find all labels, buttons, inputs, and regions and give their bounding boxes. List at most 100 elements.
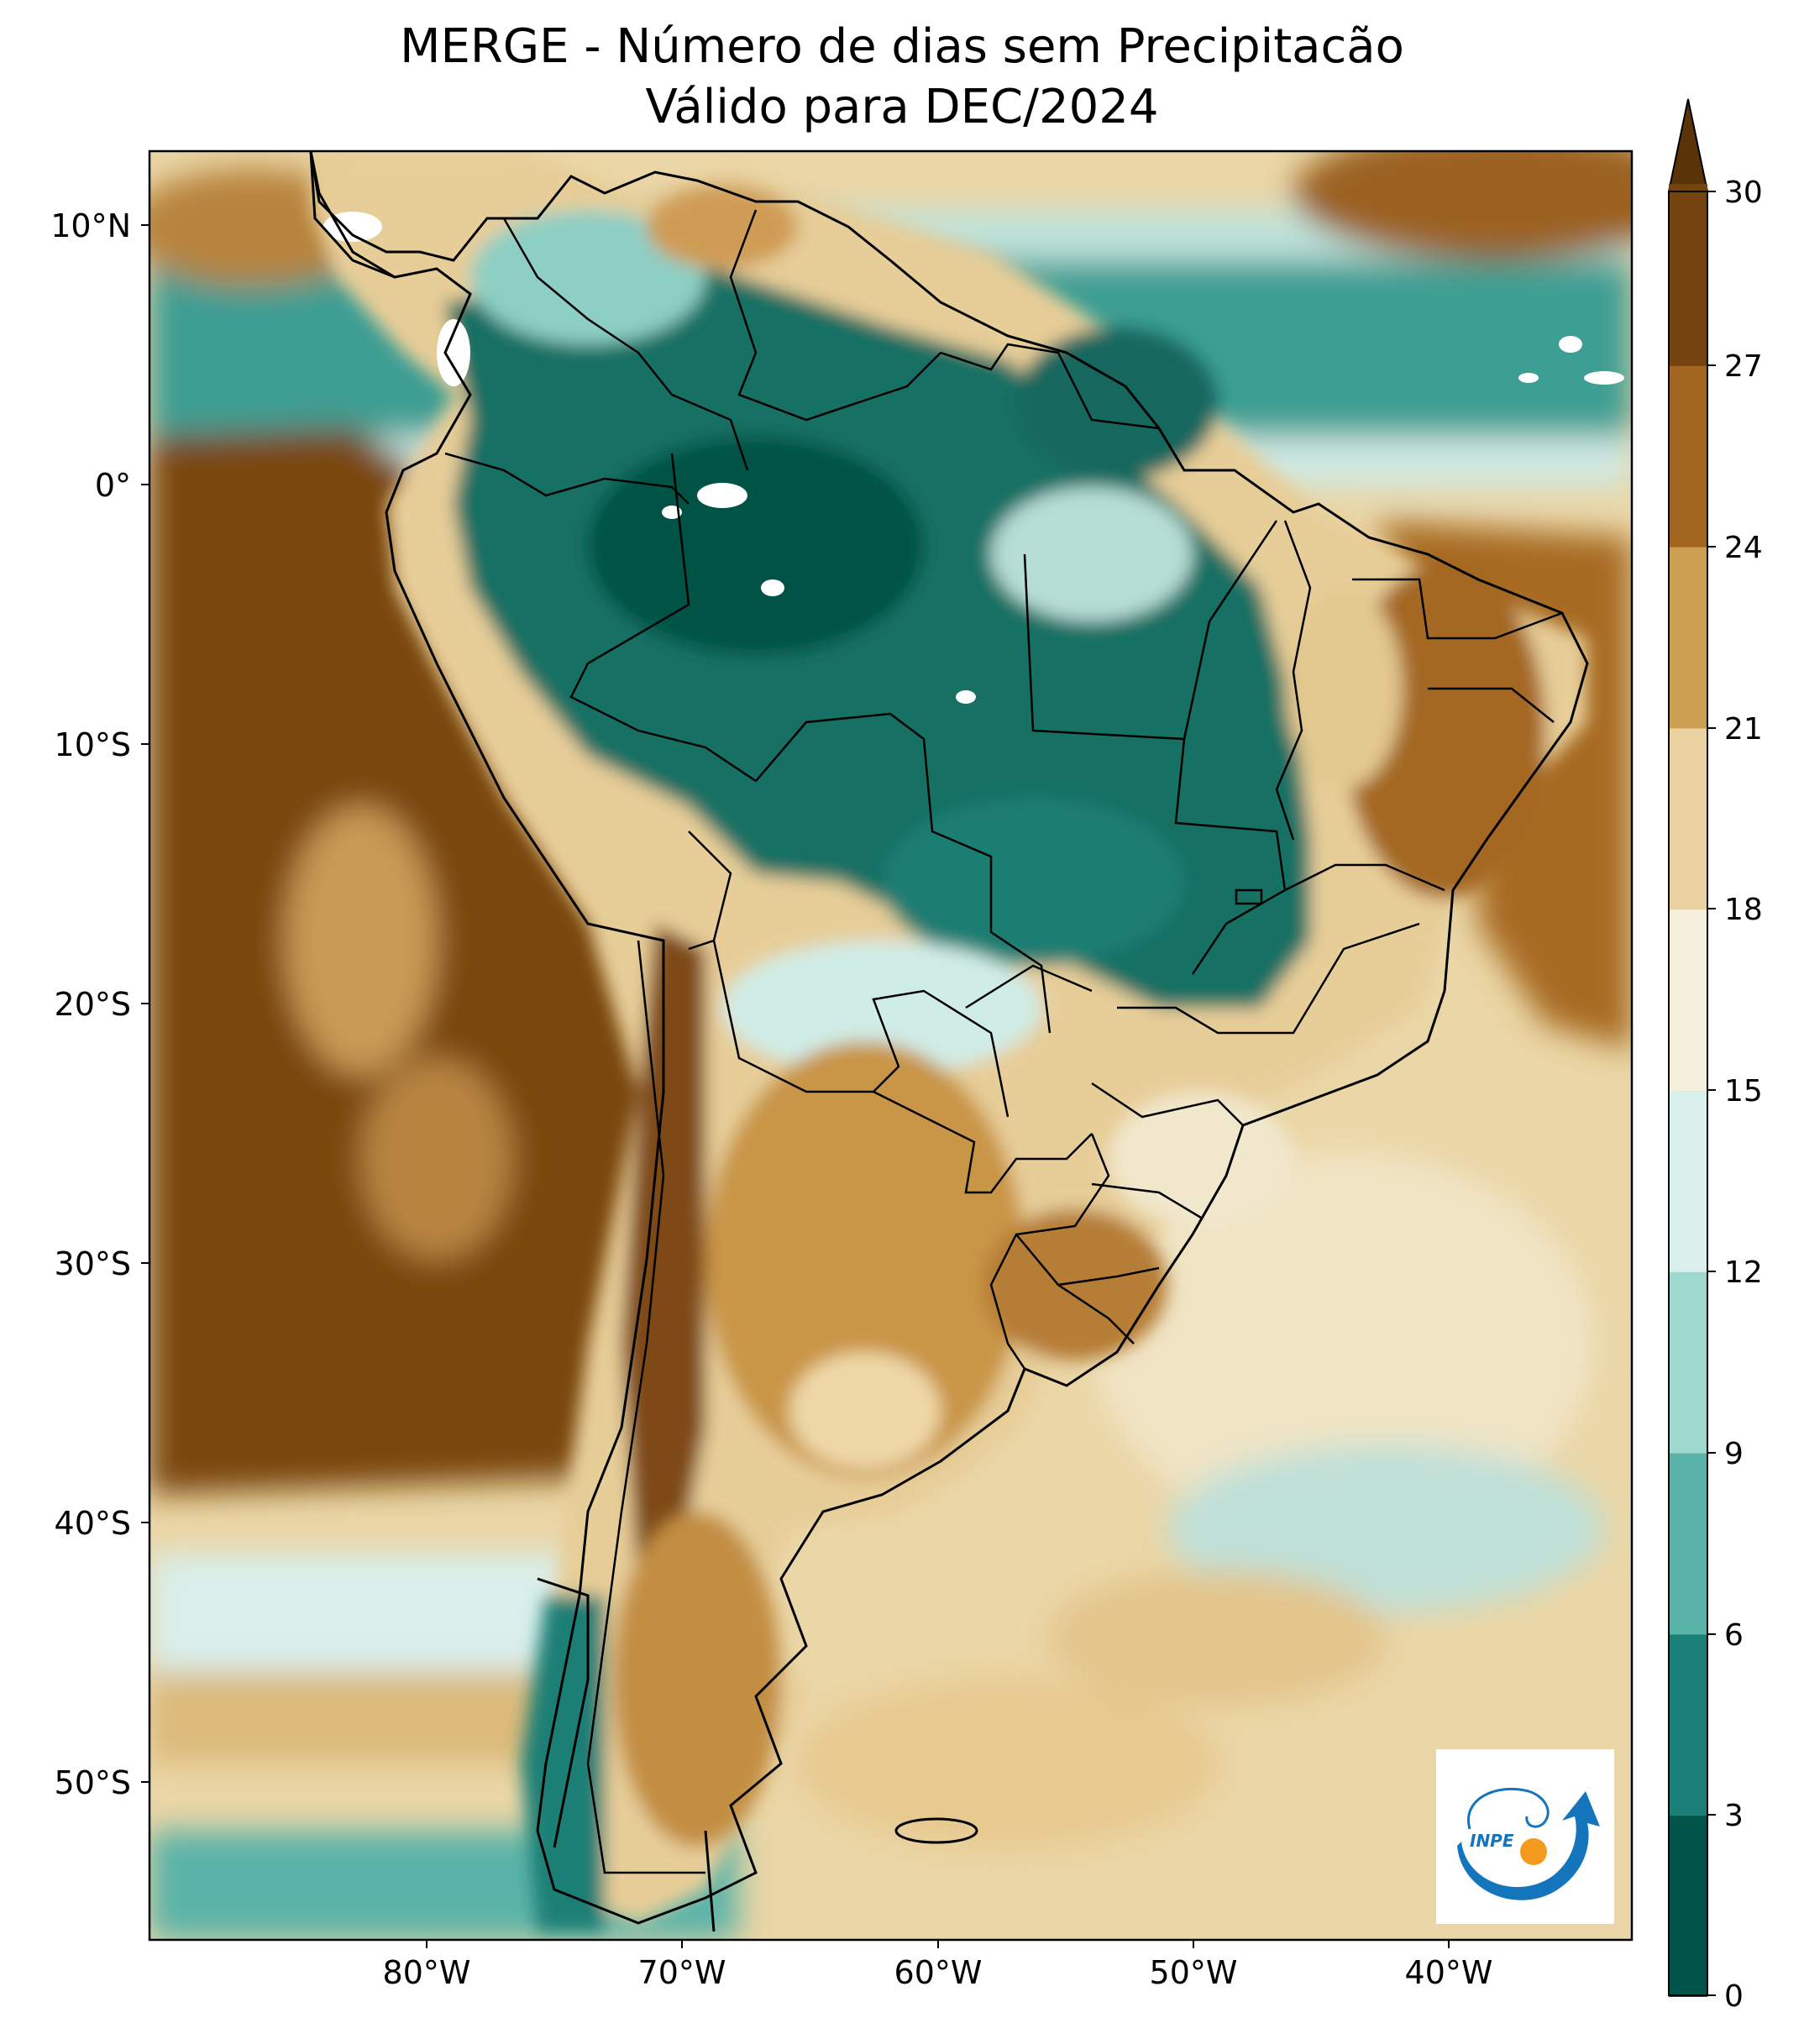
logo-orbit-line [1467, 1787, 1550, 1830]
lat-tick-label: 10°N [50, 207, 131, 244]
colorbar-swatch [1669, 1452, 1707, 1635]
state-border-sao-paulo [1091, 1082, 1244, 1126]
colorbar-swatch [1669, 1271, 1707, 1454]
state-border-santa-catarina [1057, 1266, 1160, 1287]
border-peru-bolivia [688, 831, 732, 951]
patagonia-dry [613, 1512, 781, 1847]
logo-arrow [1457, 1791, 1600, 1900]
colorbar-label: 15 [1724, 1074, 1763, 1108]
state-border-mato-grosso-sul [965, 964, 1093, 1009]
colorbar-swatch [1669, 184, 1707, 366]
colorbar-label: 6 [1724, 1618, 1744, 1653]
ne-dry-corner [1293, 151, 1632, 260]
colorbar-swatch [1669, 1090, 1707, 1272]
border-guianas [940, 343, 1160, 430]
tierra-del-fuego-border [704, 1830, 716, 1932]
colorbar-swatch [1669, 546, 1707, 729]
colorbar-swatch [1669, 727, 1707, 910]
lon-tick-label: 70°W [638, 1954, 726, 1991]
colorbar-label: 12 [1724, 1255, 1763, 1290]
state-border-piaui-maranhao [1275, 520, 1312, 841]
uruguay-dry [983, 1209, 1167, 1360]
lat-tick-label: 0° [95, 467, 131, 504]
colorbar-label: 30 [1724, 176, 1763, 210]
colorbar-swatch [1669, 364, 1707, 548]
amazon-very-wet [588, 437, 924, 655]
state-border-tocantins [1174, 738, 1287, 975]
lat-tick-label: 30°S [55, 1245, 131, 1282]
venezuela-dry [647, 185, 798, 269]
para-lighter [991, 487, 1193, 621]
colorbar-ticks [1707, 191, 1716, 1996]
precipitation-field [149, 151, 1632, 1940]
falkland-islands [894, 1817, 978, 1844]
border-venezuela-brazil [729, 209, 941, 422]
ne-brazil-mid [1285, 588, 1403, 789]
country-borders [444, 209, 1563, 1874]
border-chile-argentina [586, 940, 705, 1874]
lat-tick-label: 40°S [55, 1505, 131, 1542]
lon-tick-label: 50°W [1150, 1954, 1238, 1991]
state-border-minas [1117, 922, 1420, 1035]
state-border-ceara [1352, 578, 1563, 640]
border-peru-brazil [569, 453, 757, 783]
pacific-dry-lighter [286, 806, 437, 1075]
colombia-mix [470, 210, 705, 344]
lat-tick-label: 50°S [55, 1764, 131, 1801]
south-atlantic-wet [1167, 1444, 1604, 1612]
state-border-bahia [1284, 863, 1445, 892]
colorbar-swatch [1669, 1633, 1707, 1816]
southern-band-dry [149, 1671, 569, 1764]
central-america-coast [309, 151, 396, 279]
colorbar-label: 18 [1724, 893, 1763, 927]
colorbar-swatch [1669, 909, 1707, 1091]
state-border-pernambuco [1428, 687, 1555, 723]
longitude-axis: 80°W 70°W 60°W 50°W 40°W [383, 1940, 1493, 1991]
central-brazil-wet [882, 798, 1184, 966]
map-subtitle: Válido para DEC/2024 [645, 80, 1159, 134]
colorbar-label: 21 [1724, 712, 1763, 747]
transition-zone [722, 941, 1041, 1075]
logo-sun [1520, 1838, 1547, 1865]
lat-tick-label: 10°S [55, 726, 131, 763]
colorbar-label: 3 [1724, 1799, 1744, 1833]
land-field [311, 151, 1587, 1931]
inpe-logo-graphic: INPE [1457, 1787, 1600, 1900]
map-frame [148, 149, 1634, 1942]
border-bolivia-brazil [755, 712, 1051, 1034]
border-bolivia-argentina-paraguay [712, 940, 1010, 1118]
lat-tick-label: 20°S [55, 986, 131, 1023]
lon-tick-label: 40°W [1405, 1954, 1493, 1991]
colorbar-frame [1668, 191, 1708, 1996]
state-border-para-amazonas [1023, 553, 1185, 741]
pacific-dry-lighter-2 [361, 1058, 512, 1260]
border-paraguay-argentina [873, 1090, 1093, 1194]
south-atlantic-light [1092, 1150, 1596, 1537]
inpe-logo: INPE [1436, 1749, 1614, 1924]
coastline [309, 151, 1589, 1932]
latitude-axis: 10°N 0° 10°S 20°S 30°S 40°S 50°S [50, 207, 149, 1801]
falklands-dry-patch [798, 1680, 1218, 1847]
andes-dry-strip [621, 924, 705, 1596]
chile-coast-south [537, 1577, 590, 1848]
colorbar: 0 3 6 9 12 15 18 21 24 27 30 [1667, 98, 1763, 2014]
logo-text: INPE [1470, 1831, 1514, 1851]
state-border-para-maranhao [1183, 520, 1278, 740]
lon-tick-label: 80°W [383, 1954, 471, 1991]
border-uruguay-brazil [1015, 1234, 1135, 1344]
argentina-dry [705, 1041, 1025, 1478]
lon-tick-label: 60°W [894, 1954, 983, 1991]
colorbar-label: 24 [1724, 531, 1763, 565]
border-ecuador-peru [444, 452, 690, 505]
colorbar-label: 9 [1724, 1437, 1744, 1471]
state-border-parana [1091, 1182, 1202, 1219]
south-america-coast [309, 151, 1589, 1925]
border-colombia-venezuela [502, 218, 749, 471]
colorbar-label: 27 [1724, 349, 1763, 384]
federal-district [1235, 888, 1263, 905]
colorbar-label: 0 [1724, 1979, 1744, 2014]
map-title: MERGE - Número de dias sem Precipitacão [400, 19, 1404, 74]
pampas-light [789, 1352, 941, 1470]
south-atlantic-dry-patch [1050, 1570, 1386, 1705]
